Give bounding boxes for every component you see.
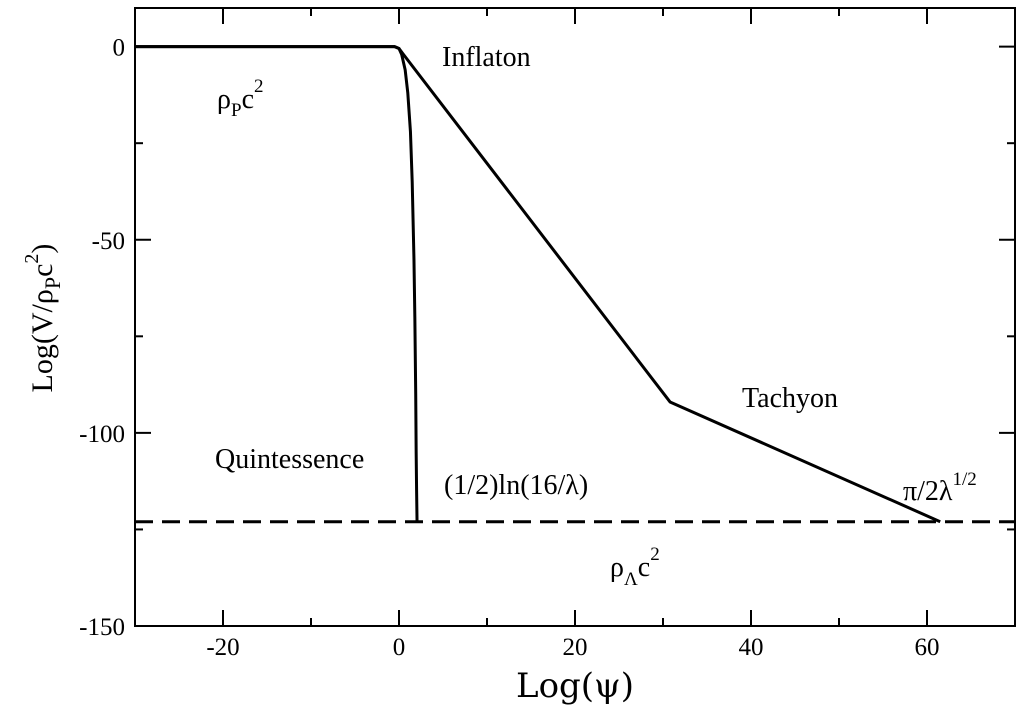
annotation-pi-label: π/2λ1/2 — [903, 469, 977, 507]
y-axis-title: Log(V/ρPc2) — [21, 244, 65, 393]
annotation-tachyon: Tachyon — [742, 383, 838, 414]
annotation-inflaton: Inflaton — [442, 42, 531, 73]
series — [135, 45, 1015, 524]
annotation-quintessence: Quintessence — [215, 444, 364, 475]
y-tick-label: -100 — [79, 421, 125, 448]
x-tick-label: 40 — [739, 634, 764, 661]
x-tick-label: -20 — [206, 634, 239, 661]
x-tick-label: 20 — [563, 634, 588, 661]
ticks: -20 0 20 40 60 0 -50 -100 -150 — [79, 8, 1016, 661]
x-axis-title: Log(ψ) — [516, 666, 634, 706]
y-tick-label: 0 — [113, 35, 126, 62]
x-tick-label: 60 — [915, 634, 940, 661]
y-tick-label: -150 — [79, 614, 125, 641]
plot-frame — [134, 7, 1016, 627]
annotation-rho-lambda: ρΛc2 — [610, 544, 660, 590]
annotation-ln-label: (1/2)ln(16/λ) — [444, 470, 588, 501]
y-tick-label: -50 — [92, 228, 125, 255]
series-line-2 — [135, 45, 941, 524]
x-tick-label: 0 — [393, 634, 406, 661]
annotation-rho-p: ρPc2 — [217, 76, 264, 121]
